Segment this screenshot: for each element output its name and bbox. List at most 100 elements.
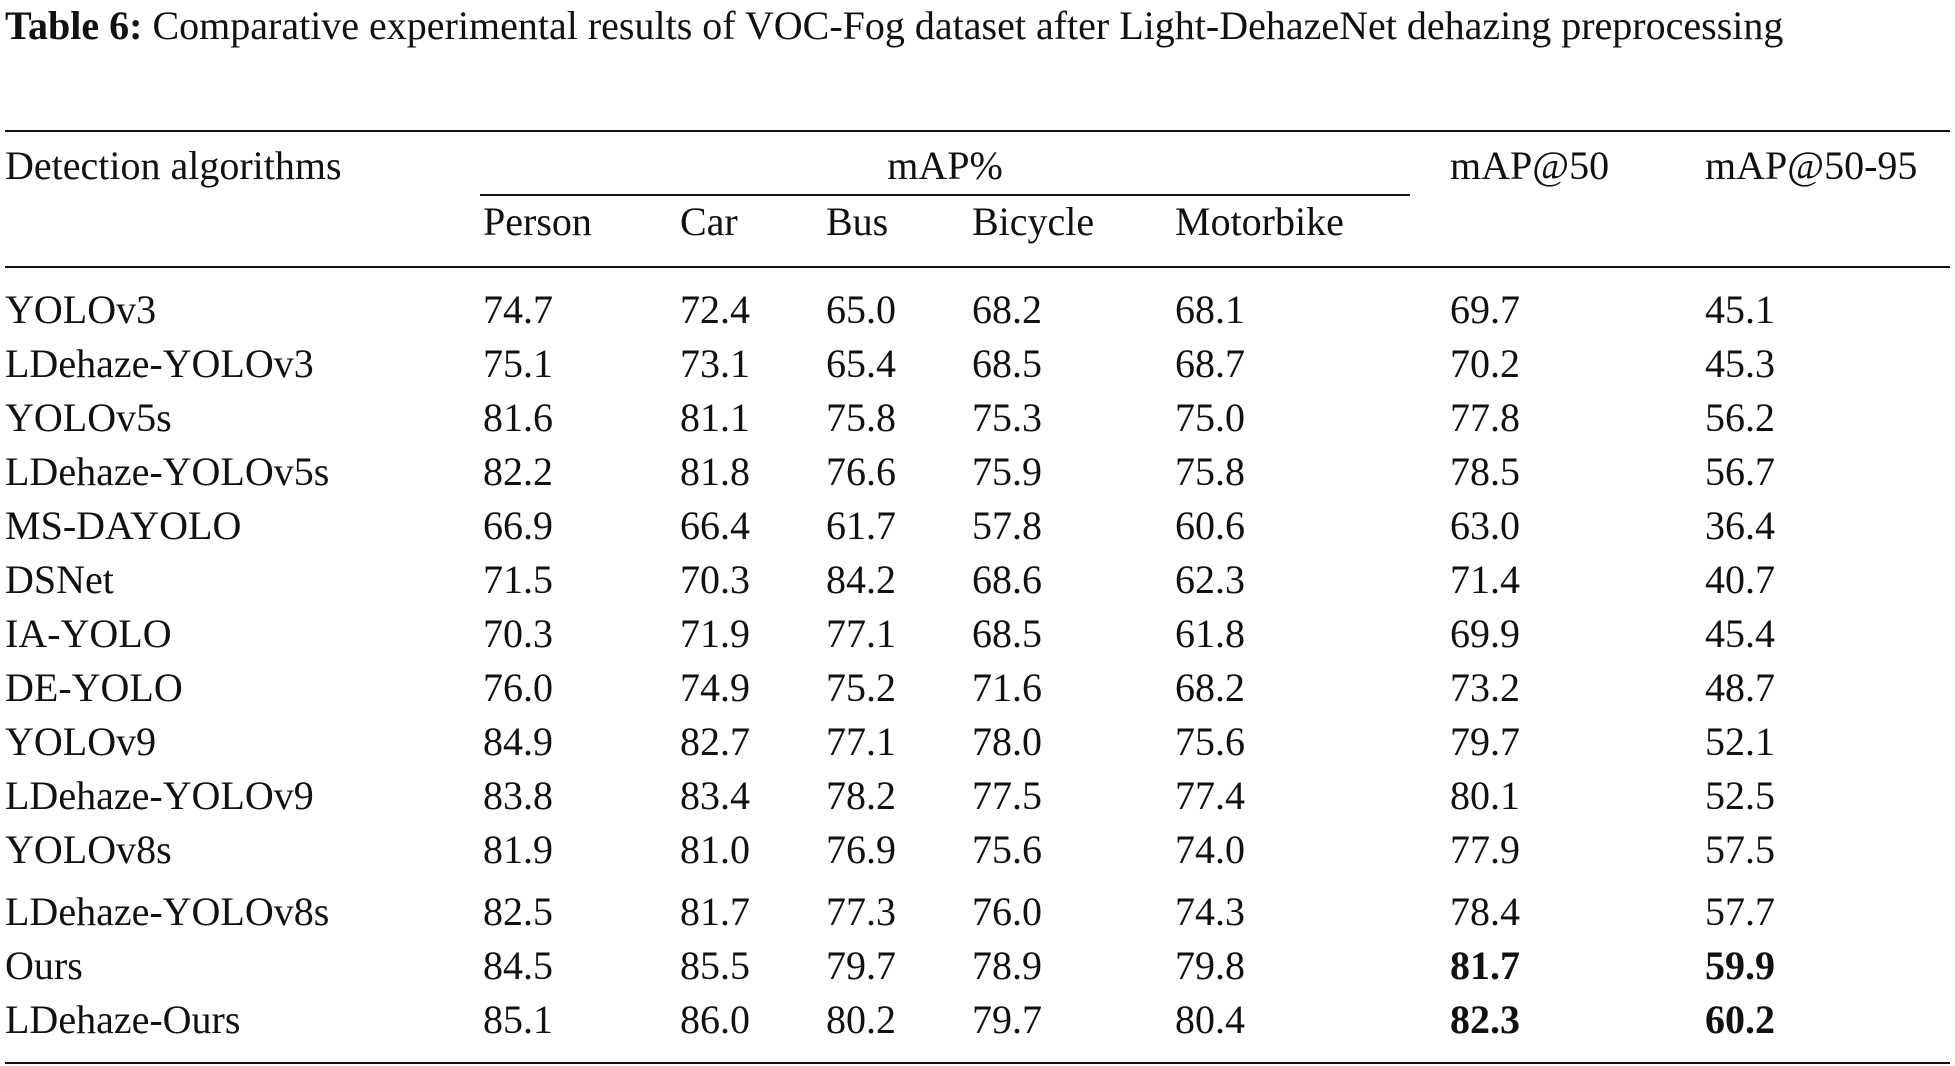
row-value-cell: 66.4 <box>680 503 750 548</box>
header-class-3: Bicycle <box>972 199 1095 244</box>
header-class-0: Person <box>483 199 592 244</box>
row-value-cell: 71.9 <box>680 611 750 656</box>
row-value-cell: 71.5 <box>483 557 553 602</box>
row-value-cell: 60.2 <box>1705 997 1775 1042</box>
row-value-cell: 82.7 <box>680 719 750 764</box>
row-value-cell: 77.3 <box>826 889 896 934</box>
row-algorithm-name: LDehaze-Ours <box>5 997 241 1042</box>
row-value-cell: 77.4 <box>1175 773 1245 818</box>
row-value-cell: 81.0 <box>680 827 750 872</box>
row-value-cell: 74.9 <box>680 665 750 710</box>
row-value-cell: 69.9 <box>1450 611 1520 656</box>
row-value-cell: 79.7 <box>1450 719 1520 764</box>
row-value-cell: 83.4 <box>680 773 750 818</box>
header-class-1: Car <box>680 199 738 244</box>
row-value-cell: 75.6 <box>1175 719 1245 764</box>
row-value-cell: 74.0 <box>1175 827 1245 872</box>
row-value-cell: 52.5 <box>1705 773 1775 818</box>
row-value-cell: 69.7 <box>1450 287 1520 332</box>
row-value-cell: 73.1 <box>680 341 750 386</box>
row-value-cell: 77.1 <box>826 611 896 656</box>
row-algorithm-name: LDehaze-YOLOv3 <box>5 341 314 386</box>
row-value-cell: 45.4 <box>1705 611 1775 656</box>
row-value-cell: 82.2 <box>483 449 553 494</box>
row-value-cell: 85.5 <box>680 943 750 988</box>
row-value-cell: 84.5 <box>483 943 553 988</box>
row-value-cell: 83.8 <box>483 773 553 818</box>
row-value-cell: 75.8 <box>1175 449 1245 494</box>
row-value-cell: 75.0 <box>1175 395 1245 440</box>
row-value-cell: 70.2 <box>1450 341 1520 386</box>
header-detection-algorithms: Detection algorithms <box>5 143 342 188</box>
row-value-cell: 56.2 <box>1705 395 1775 440</box>
row-value-cell: 76.9 <box>826 827 896 872</box>
row-value-cell: 40.7 <box>1705 557 1775 602</box>
row-value-cell: 68.5 <box>972 341 1042 386</box>
row-value-cell: 79.7 <box>972 997 1042 1042</box>
row-value-cell: 68.7 <box>1175 341 1245 386</box>
row-value-cell: 84.2 <box>826 557 896 602</box>
row-value-cell: 78.2 <box>826 773 896 818</box>
row-algorithm-name: YOLOv8s <box>5 827 172 872</box>
header-map50: mAP@50 <box>1450 143 1610 188</box>
row-value-cell: 68.6 <box>972 557 1042 602</box>
row-algorithm-name: LDehaze-YOLOv9 <box>5 773 314 818</box>
row-value-cell: 77.9 <box>1450 827 1520 872</box>
row-algorithm-name: YOLOv5s <box>5 395 172 440</box>
row-value-cell: 70.3 <box>483 611 553 656</box>
row-value-cell: 75.9 <box>972 449 1042 494</box>
row-value-cell: 82.3 <box>1450 997 1520 1042</box>
row-value-cell: 81.6 <box>483 395 553 440</box>
row-algorithm-name: MS-DAYOLO <box>5 503 242 548</box>
row-value-cell: 77.5 <box>972 773 1042 818</box>
row-value-cell: 81.7 <box>1450 943 1520 988</box>
row-value-cell: 68.2 <box>972 287 1042 332</box>
row-algorithm-name: DE-YOLO <box>5 665 183 710</box>
row-value-cell: 76.0 <box>972 889 1042 934</box>
row-value-cell: 76.0 <box>483 665 553 710</box>
caption-text: Comparative experimental results of VOC-… <box>142 3 1784 48</box>
row-value-cell: 86.0 <box>680 997 750 1042</box>
row-value-cell: 59.9 <box>1705 943 1775 988</box>
row-value-cell: 74.3 <box>1175 889 1245 934</box>
row-value-cell: 75.8 <box>826 395 896 440</box>
header-bottom-rule <box>5 266 1950 268</box>
row-value-cell: 52.1 <box>1705 719 1775 764</box>
row-value-cell: 62.3 <box>1175 557 1245 602</box>
row-value-cell: 81.9 <box>483 827 553 872</box>
row-value-cell: 36.4 <box>1705 503 1775 548</box>
row-value-cell: 71.4 <box>1450 557 1520 602</box>
row-value-cell: 81.1 <box>680 395 750 440</box>
row-value-cell: 84.9 <box>483 719 553 764</box>
row-value-cell: 65.4 <box>826 341 896 386</box>
row-value-cell: 71.6 <box>972 665 1042 710</box>
row-value-cell: 66.9 <box>483 503 553 548</box>
row-value-cell: 73.2 <box>1450 665 1520 710</box>
row-value-cell: 68.1 <box>1175 287 1245 332</box>
row-value-cell: 80.2 <box>826 997 896 1042</box>
row-value-cell: 60.6 <box>1175 503 1245 548</box>
row-algorithm-name: LDehaze-YOLOv8s <box>5 889 330 934</box>
map-group-rule <box>480 194 1410 196</box>
row-value-cell: 81.8 <box>680 449 750 494</box>
row-value-cell: 61.8 <box>1175 611 1245 656</box>
top-rule <box>5 130 1950 132</box>
row-algorithm-name: IA-YOLO <box>5 611 172 656</box>
row-value-cell: 57.8 <box>972 503 1042 548</box>
table-caption: Table 6: Comparative experimental result… <box>5 0 1950 52</box>
row-algorithm-name: YOLOv3 <box>5 287 157 332</box>
row-value-cell: 85.1 <box>483 997 553 1042</box>
header-map5095: mAP@50-95 <box>1705 143 1918 188</box>
row-algorithm-name: LDehaze-YOLOv5s <box>5 449 330 494</box>
row-value-cell: 57.5 <box>1705 827 1775 872</box>
bottom-rule <box>5 1062 1950 1064</box>
row-value-cell: 70.3 <box>680 557 750 602</box>
row-value-cell: 45.1 <box>1705 287 1775 332</box>
row-value-cell: 63.0 <box>1450 503 1520 548</box>
row-value-cell: 48.7 <box>1705 665 1775 710</box>
row-value-cell: 75.6 <box>972 827 1042 872</box>
row-value-cell: 80.4 <box>1175 997 1245 1042</box>
row-value-cell: 79.7 <box>826 943 896 988</box>
row-value-cell: 75.2 <box>826 665 896 710</box>
row-value-cell: 78.4 <box>1450 889 1520 934</box>
